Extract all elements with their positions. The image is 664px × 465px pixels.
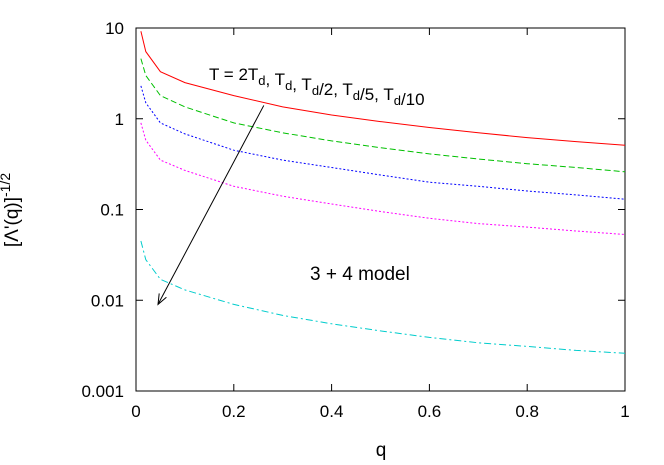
y-tick-label: 1 bbox=[115, 110, 124, 129]
x-tick-label: 0.6 bbox=[418, 402, 442, 421]
x-tick-label: 0 bbox=[131, 402, 140, 421]
y-tick-label: 0.1 bbox=[100, 201, 124, 220]
x-tick-label: 0.8 bbox=[515, 402, 539, 421]
y-tick-label: 10 bbox=[105, 19, 124, 38]
y-axis-title-exponent: -1/2 bbox=[0, 173, 13, 197]
y-tick-label: 0.001 bbox=[81, 382, 124, 401]
temperature-label: T = 2Td, Td, Td/2, Td/5, Td/10 bbox=[209, 65, 425, 109]
y-axis-title: [Λ'(q)]-1/2 bbox=[0, 173, 23, 247]
series-line-4 bbox=[140, 122, 626, 235]
x-axis-title: q bbox=[376, 440, 387, 461]
trend-arrow-head bbox=[157, 293, 167, 306]
series-line-2 bbox=[140, 58, 626, 173]
y-tick-label: 0.01 bbox=[91, 291, 124, 310]
series-line-5 bbox=[140, 240, 626, 354]
trend-arrow-shaft bbox=[157, 105, 265, 305]
y-axis-title-base: [Λ'(q)] bbox=[2, 197, 23, 247]
x-tick-label: 0.4 bbox=[320, 402, 344, 421]
model-label: 3 + 4 model bbox=[310, 264, 410, 285]
x-tick-label: 1 bbox=[620, 402, 629, 421]
x-tick-label: 0.2 bbox=[222, 402, 246, 421]
series-line-1 bbox=[140, 31, 626, 146]
series-line-3 bbox=[140, 85, 626, 200]
